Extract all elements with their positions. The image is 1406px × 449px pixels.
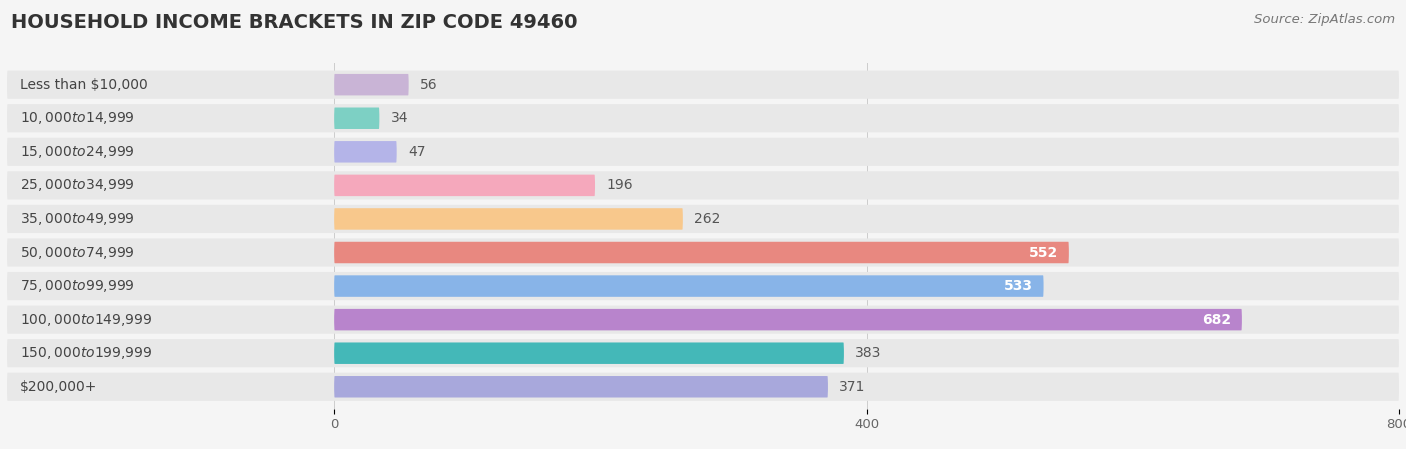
FancyBboxPatch shape [335, 175, 595, 196]
FancyBboxPatch shape [335, 275, 1043, 297]
Text: 262: 262 [695, 212, 720, 226]
FancyBboxPatch shape [7, 339, 1399, 367]
Text: HOUSEHOLD INCOME BRACKETS IN ZIP CODE 49460: HOUSEHOLD INCOME BRACKETS IN ZIP CODE 49… [11, 13, 578, 32]
FancyBboxPatch shape [335, 242, 1069, 263]
FancyBboxPatch shape [335, 141, 396, 163]
FancyBboxPatch shape [7, 70, 1399, 99]
FancyBboxPatch shape [335, 376, 828, 397]
Text: $15,000 to $24,999: $15,000 to $24,999 [20, 144, 135, 160]
Text: Less than $10,000: Less than $10,000 [20, 78, 148, 92]
FancyBboxPatch shape [7, 238, 1399, 267]
Text: 533: 533 [1004, 279, 1032, 293]
FancyBboxPatch shape [335, 208, 683, 230]
FancyBboxPatch shape [7, 104, 1399, 132]
FancyBboxPatch shape [335, 74, 409, 96]
Text: 196: 196 [606, 178, 633, 192]
Text: 552: 552 [1028, 246, 1057, 260]
FancyBboxPatch shape [7, 205, 1399, 233]
Text: $100,000 to $149,999: $100,000 to $149,999 [20, 312, 152, 328]
Text: $35,000 to $49,999: $35,000 to $49,999 [20, 211, 135, 227]
Text: 383: 383 [855, 346, 882, 360]
Text: 682: 682 [1202, 313, 1230, 326]
FancyBboxPatch shape [335, 309, 1241, 330]
FancyBboxPatch shape [335, 343, 844, 364]
Text: 371: 371 [839, 380, 866, 394]
Text: $50,000 to $74,999: $50,000 to $74,999 [20, 245, 135, 260]
Text: 47: 47 [408, 145, 426, 159]
Text: $25,000 to $34,999: $25,000 to $34,999 [20, 177, 135, 194]
Text: $200,000+: $200,000+ [20, 380, 97, 394]
FancyBboxPatch shape [7, 305, 1399, 334]
Text: Source: ZipAtlas.com: Source: ZipAtlas.com [1254, 13, 1395, 26]
Text: $75,000 to $99,999: $75,000 to $99,999 [20, 278, 135, 294]
FancyBboxPatch shape [335, 107, 380, 129]
Text: 34: 34 [391, 111, 408, 125]
Text: 56: 56 [420, 78, 437, 92]
FancyBboxPatch shape [7, 171, 1399, 199]
FancyBboxPatch shape [7, 272, 1399, 300]
Text: $150,000 to $199,999: $150,000 to $199,999 [20, 345, 152, 361]
FancyBboxPatch shape [7, 373, 1399, 401]
Text: $10,000 to $14,999: $10,000 to $14,999 [20, 110, 135, 126]
FancyBboxPatch shape [7, 138, 1399, 166]
